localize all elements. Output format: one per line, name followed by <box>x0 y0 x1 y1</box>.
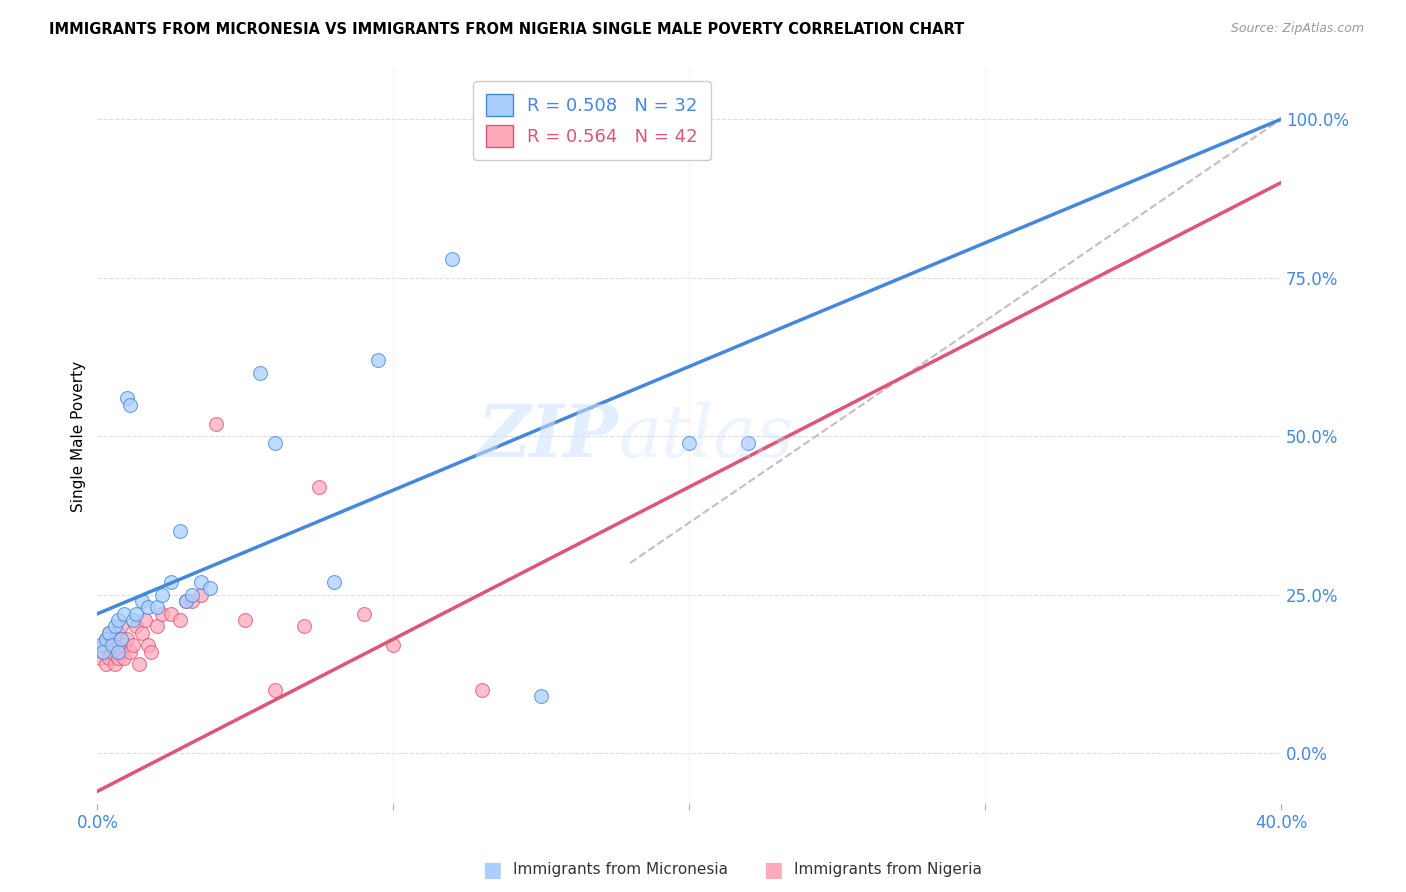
Point <box>190 588 212 602</box>
Point <box>204 417 226 431</box>
Point <box>264 682 287 697</box>
Point <box>112 607 135 621</box>
Text: ZIP: ZIP <box>477 401 619 472</box>
Point <box>589 125 612 139</box>
Point <box>107 645 129 659</box>
Point <box>367 353 389 368</box>
Text: Immigrants from Nigeria: Immigrants from Nigeria <box>794 863 983 877</box>
Point <box>294 619 316 633</box>
Point <box>152 588 174 602</box>
Text: ■: ■ <box>482 860 502 880</box>
Point <box>678 435 700 450</box>
Point <box>160 607 183 621</box>
Point <box>96 657 118 672</box>
Point <box>104 657 127 672</box>
Point <box>169 613 191 627</box>
Point <box>174 594 197 608</box>
Point <box>737 435 759 450</box>
Point <box>198 582 221 596</box>
Point <box>145 600 167 615</box>
Point <box>89 651 111 665</box>
Point <box>104 619 127 633</box>
Point <box>107 613 129 627</box>
Point <box>125 607 148 621</box>
Text: Immigrants from Micronesia: Immigrants from Micronesia <box>513 863 728 877</box>
Point <box>136 600 159 615</box>
Point <box>110 645 132 659</box>
Text: atlas: atlas <box>619 401 793 472</box>
Point <box>181 594 204 608</box>
Point <box>152 607 174 621</box>
Point <box>91 639 114 653</box>
Point <box>107 651 129 665</box>
Point <box>264 435 287 450</box>
Point <box>98 625 121 640</box>
Point <box>118 645 141 659</box>
Point <box>125 619 148 633</box>
Legend: R = 0.508   N = 32, R = 0.564   N = 42: R = 0.508 N = 32, R = 0.564 N = 42 <box>474 81 710 160</box>
Point <box>131 625 153 640</box>
Point <box>110 619 132 633</box>
Point <box>110 632 132 647</box>
Point <box>169 524 191 539</box>
Point <box>96 632 118 647</box>
Point <box>160 575 183 590</box>
Point <box>91 645 114 659</box>
Point <box>136 639 159 653</box>
Point <box>233 613 256 627</box>
Point <box>96 632 118 647</box>
Point <box>190 575 212 590</box>
Point <box>121 613 143 627</box>
Point <box>139 645 162 659</box>
Point <box>128 657 150 672</box>
Point <box>441 252 464 266</box>
Point <box>174 594 197 608</box>
Text: Source: ZipAtlas.com: Source: ZipAtlas.com <box>1230 22 1364 36</box>
Point <box>107 625 129 640</box>
Point <box>353 607 375 621</box>
Point <box>181 588 204 602</box>
Point <box>249 366 271 380</box>
Point <box>471 682 494 697</box>
Point <box>121 639 143 653</box>
Point <box>98 625 121 640</box>
Point <box>98 651 121 665</box>
Point <box>115 632 138 647</box>
Point <box>101 645 124 659</box>
Y-axis label: Single Male Poverty: Single Male Poverty <box>72 360 86 512</box>
Point <box>131 594 153 608</box>
Point <box>323 575 346 590</box>
Text: IMMIGRANTS FROM MICRONESIA VS IMMIGRANTS FROM NIGERIA SINGLE MALE POVERTY CORREL: IMMIGRANTS FROM MICRONESIA VS IMMIGRANTS… <box>49 22 965 37</box>
Point <box>134 613 156 627</box>
Point <box>89 639 111 653</box>
Point <box>104 632 127 647</box>
Point <box>112 639 135 653</box>
Point <box>101 639 124 653</box>
Point <box>145 619 167 633</box>
Point <box>101 639 124 653</box>
Point <box>115 391 138 405</box>
Point <box>382 639 405 653</box>
Point <box>118 398 141 412</box>
Point <box>308 480 330 494</box>
Point <box>91 645 114 659</box>
Point <box>112 651 135 665</box>
Point <box>530 689 553 703</box>
Text: ■: ■ <box>763 860 783 880</box>
